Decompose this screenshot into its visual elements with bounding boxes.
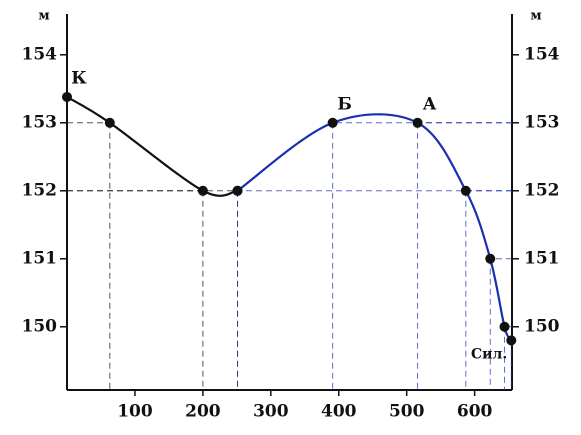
y-tick-label: 151	[22, 248, 58, 268]
y-tick-label: 150	[22, 316, 58, 336]
y-tick-label: 153	[22, 112, 58, 132]
profile-line	[236, 113, 513, 341]
point	[232, 185, 243, 196]
x-tick-label: 200	[185, 402, 221, 422]
x-tick-label: 400	[321, 402, 357, 422]
point	[104, 117, 115, 128]
y2-tick-label: 154	[524, 44, 560, 64]
y2-tick-label: 151	[524, 248, 560, 268]
point	[327, 117, 338, 128]
y2-tick-label: 152	[524, 180, 560, 200]
y2-tick-label: 150	[524, 316, 560, 336]
point	[506, 335, 517, 346]
x-tick-label: 500	[389, 402, 425, 422]
x-tick-label: 300	[253, 402, 289, 422]
point-label: К	[71, 68, 87, 88]
point	[485, 253, 496, 264]
point-label: А	[423, 94, 437, 114]
y-tick-label: 152	[22, 180, 58, 200]
point-label: Сил.	[471, 346, 507, 362]
point	[197, 185, 208, 196]
y-axis-label: м	[38, 9, 49, 24]
point	[460, 185, 471, 196]
y2-axis-label: м	[530, 9, 541, 24]
profile-line	[66, 96, 238, 197]
x-tick-label: 100	[117, 402, 153, 422]
point	[62, 91, 72, 102]
point-label: Б	[337, 94, 352, 114]
point	[412, 117, 423, 128]
y-tick-label: 154	[22, 44, 58, 64]
x-tick-label: 600	[457, 402, 493, 422]
point	[499, 321, 510, 332]
y2-tick-label: 153	[524, 112, 560, 132]
